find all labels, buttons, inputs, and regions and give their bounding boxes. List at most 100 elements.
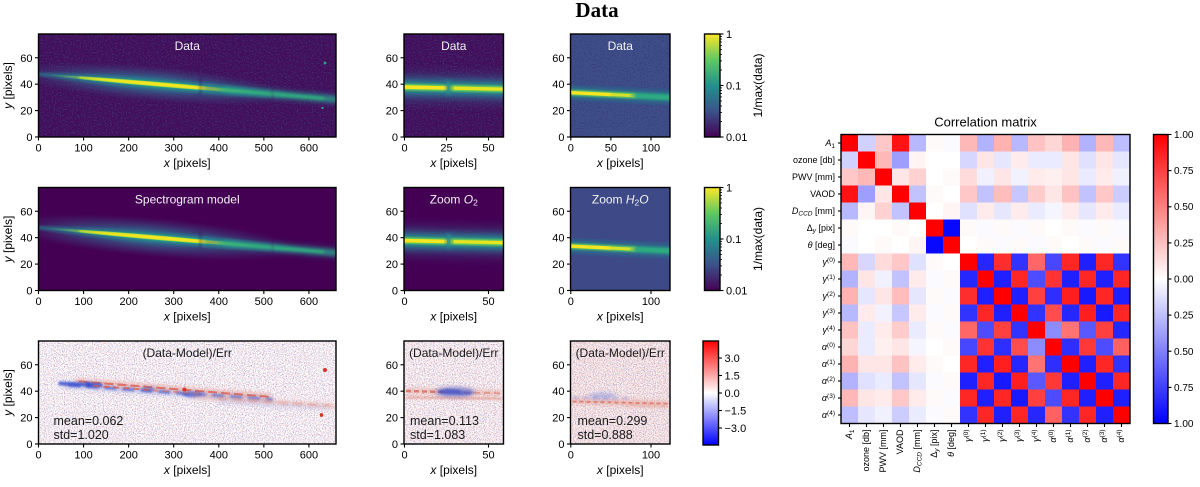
svg-text:40: 40 [20, 79, 32, 91]
svg-text:40: 40 [552, 233, 564, 245]
svg-text:40: 40 [552, 79, 564, 91]
svg-text:0.50: 0.50 [1174, 347, 1194, 358]
svg-text:0: 0 [26, 439, 32, 451]
svg-text:0: 0 [392, 132, 398, 144]
svg-text:γ(3): γ(3) [823, 308, 835, 318]
svg-text:0.1: 0.1 [726, 81, 741, 93]
svg-text:PWV [mm]: PWV [mm] [878, 430, 888, 473]
svg-text:x [pixels]: x [pixels] [429, 156, 477, 170]
svg-text:20: 20 [20, 259, 32, 271]
svg-text:100: 100 [642, 450, 660, 462]
svg-text:α(2): α(2) [822, 376, 835, 386]
svg-text:α(2): α(2) [1082, 430, 1092, 443]
svg-text:25: 25 [440, 143, 452, 155]
svg-text:θ [deg]: θ [deg] [808, 240, 835, 250]
svg-text:100: 100 [74, 143, 92, 155]
svg-text:α(1): α(1) [1065, 430, 1075, 443]
svg-text:0: 0 [558, 286, 564, 298]
svg-text:x [pixels]: x [pixels] [596, 310, 644, 324]
svg-text:100: 100 [642, 143, 660, 155]
svg-text:α(1): α(1) [822, 359, 835, 369]
svg-text:50: 50 [482, 143, 494, 155]
svg-text:Δy [pix]: Δy [pix] [929, 430, 941, 458]
svg-text:α(0): α(0) [822, 342, 835, 352]
svg-text:VAOD: VAOD [895, 429, 905, 454]
svg-text:100: 100 [74, 296, 92, 308]
svg-text:Zoom H2O: Zoom H2O [592, 193, 649, 208]
svg-text:A1: A1 [844, 429, 856, 440]
svg-text:400: 400 [210, 450, 228, 462]
svg-text:0: 0 [568, 143, 574, 155]
svg-text:60: 60 [20, 360, 32, 372]
svg-text:0: 0 [392, 286, 398, 298]
svg-text:mean=0.062: mean=0.062 [54, 414, 124, 428]
svg-text:x [pixels]: x [pixels] [596, 463, 644, 477]
svg-text:40: 40 [386, 79, 398, 91]
svg-text:A1: A1 [824, 138, 835, 150]
svg-text:300: 300 [165, 296, 183, 308]
svg-text:0: 0 [26, 286, 32, 298]
svg-text:0.75: 0.75 [1174, 383, 1194, 394]
svg-text:20: 20 [552, 413, 564, 425]
svg-text:200: 200 [119, 143, 137, 155]
svg-text:600: 600 [300, 296, 318, 308]
svg-text:mean=0.113: mean=0.113 [410, 414, 479, 428]
svg-text:0.01: 0.01 [726, 286, 747, 298]
svg-text:1/max(data): 1/max(data) [751, 207, 765, 271]
svg-text:x [pixels]: x [pixels] [163, 463, 211, 477]
svg-text:DCCD [mm]: DCCD [mm] [792, 206, 835, 218]
svg-text:y [pixels]: y [pixels] [1, 216, 15, 264]
svg-text:0.25: 0.25 [1174, 311, 1194, 322]
svg-text:y [pixels]: y [pixels] [1, 369, 15, 417]
svg-text:std=0.888: std=0.888 [578, 428, 633, 442]
svg-text:ozone [db]: ozone [db] [861, 430, 871, 472]
svg-text:γ(2): γ(2) [823, 291, 835, 301]
svg-text:(Data-Model)/Err: (Data-Model)/Err [143, 346, 232, 360]
svg-text:γ(2): γ(2) [997, 430, 1007, 442]
svg-text:40: 40 [20, 233, 32, 245]
svg-text:60: 60 [386, 206, 398, 218]
svg-text:0: 0 [401, 143, 407, 155]
svg-text:60: 60 [386, 53, 398, 65]
svg-text:x [pixels]: x [pixels] [163, 310, 211, 324]
svg-text:0.75: 0.75 [1174, 166, 1194, 177]
svg-text:x [pixels]: x [pixels] [596, 156, 644, 170]
svg-text:0.50: 0.50 [1174, 202, 1194, 213]
svg-text:20: 20 [552, 106, 564, 118]
svg-text:50: 50 [605, 143, 617, 155]
svg-text:100: 100 [642, 296, 660, 308]
svg-text:60: 60 [552, 360, 564, 372]
svg-text:α(3): α(3) [822, 393, 835, 403]
svg-text:40: 40 [20, 386, 32, 398]
svg-text:Δy [pix]: Δy [pix] [807, 223, 835, 235]
svg-text:0: 0 [558, 439, 564, 451]
svg-text:60: 60 [552, 206, 564, 218]
svg-text:0: 0 [568, 450, 574, 462]
svg-text:Data: Data [175, 39, 201, 53]
svg-text:ozone [db]: ozone [db] [793, 155, 835, 165]
svg-text:20: 20 [386, 259, 398, 271]
svg-text:0: 0 [35, 296, 41, 308]
svg-text:60: 60 [20, 206, 32, 218]
svg-text:400: 400 [210, 143, 228, 155]
svg-text:PWV [mm]: PWV [mm] [792, 172, 835, 182]
svg-text:0.00: 0.00 [1174, 275, 1194, 286]
svg-text:mean=0.299: mean=0.299 [578, 414, 648, 428]
svg-text:std=1.020: std=1.020 [54, 428, 109, 442]
svg-text:−1.5: −1.5 [725, 406, 747, 418]
svg-text:1: 1 [726, 29, 732, 41]
svg-text:0: 0 [35, 450, 41, 462]
svg-text:200: 200 [119, 450, 137, 462]
svg-text:20: 20 [20, 413, 32, 425]
svg-text:VAOD: VAOD [810, 189, 835, 199]
svg-text:0.0: 0.0 [725, 388, 740, 400]
svg-text:(Data-Model)/Err: (Data-Model)/Err [576, 346, 665, 360]
svg-text:x [pixels]: x [pixels] [429, 463, 477, 477]
svg-text:1.5: 1.5 [725, 371, 740, 383]
svg-text:x [pixels]: x [pixels] [163, 156, 211, 170]
svg-text:y [pixels]: y [pixels] [1, 62, 15, 110]
svg-text:γ(0): γ(0) [963, 430, 973, 442]
svg-text:Data: Data [441, 39, 467, 53]
svg-text:0.25: 0.25 [1174, 238, 1194, 249]
svg-text:α(3): α(3) [1099, 430, 1109, 443]
